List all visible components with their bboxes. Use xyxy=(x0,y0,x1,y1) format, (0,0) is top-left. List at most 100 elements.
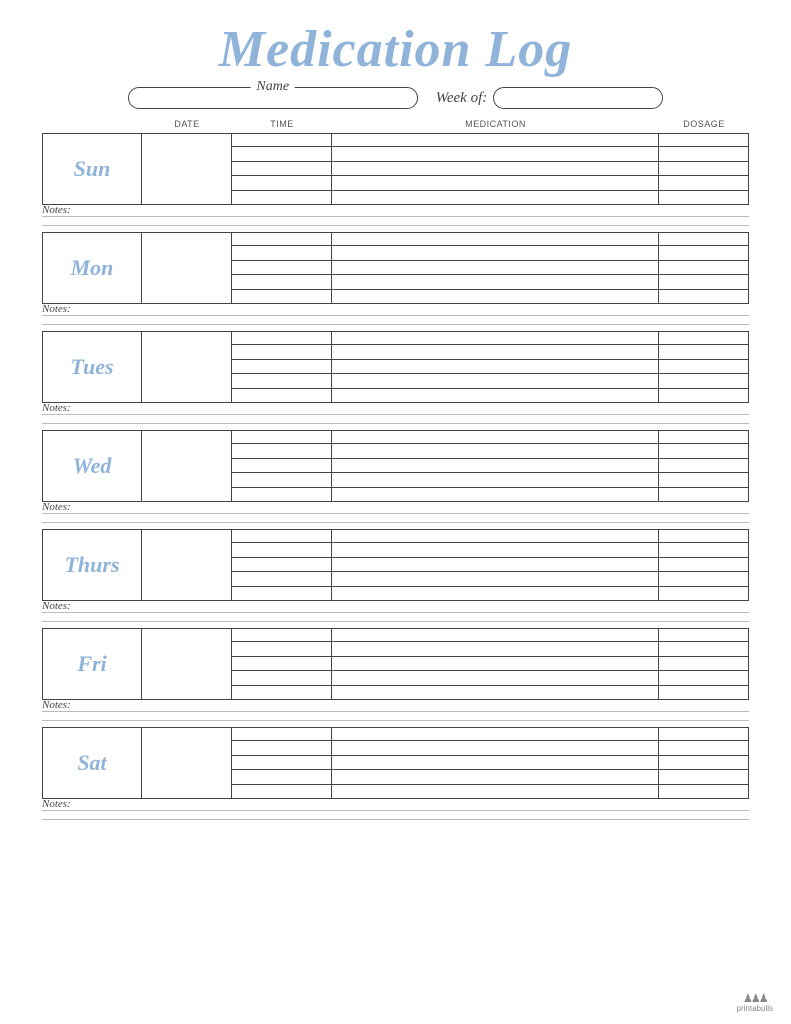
dosage-cell[interactable] xyxy=(659,191,749,205)
date-cell[interactable] xyxy=(142,529,232,601)
note-line[interactable] xyxy=(42,712,749,721)
time-cell[interactable] xyxy=(232,488,332,502)
dosage-cell[interactable] xyxy=(659,543,749,557)
medication-cell[interactable] xyxy=(332,671,659,685)
dosage-cell[interactable] xyxy=(659,147,749,161)
time-cell[interactable] xyxy=(232,444,332,458)
note-line[interactable]: Notes: xyxy=(42,802,749,811)
note-line[interactable]: Notes: xyxy=(42,406,749,415)
medication-cell[interactable] xyxy=(332,360,659,374)
medication-cell[interactable] xyxy=(332,374,659,388)
dosage-cell[interactable] xyxy=(659,133,749,147)
time-cell[interactable] xyxy=(232,147,332,161)
date-cell[interactable] xyxy=(142,133,232,205)
medication-cell[interactable] xyxy=(332,261,659,275)
note-line[interactable]: Notes: xyxy=(42,208,749,217)
dosage-cell[interactable] xyxy=(659,345,749,359)
dosage-cell[interactable] xyxy=(659,770,749,784)
medication-cell[interactable] xyxy=(332,657,659,671)
time-cell[interactable] xyxy=(232,275,332,289)
time-cell[interactable] xyxy=(232,176,332,190)
date-cell[interactable] xyxy=(142,628,232,700)
dosage-cell[interactable] xyxy=(659,331,749,345)
dosage-cell[interactable] xyxy=(659,686,749,700)
medication-cell[interactable] xyxy=(332,444,659,458)
medication-cell[interactable] xyxy=(332,770,659,784)
medication-cell[interactable] xyxy=(332,345,659,359)
time-cell[interactable] xyxy=(232,671,332,685)
medication-cell[interactable] xyxy=(332,587,659,601)
medication-cell[interactable] xyxy=(332,331,659,345)
medication-cell[interactable] xyxy=(332,529,659,543)
time-cell[interactable] xyxy=(232,587,332,601)
dosage-cell[interactable] xyxy=(659,459,749,473)
medication-cell[interactable] xyxy=(332,727,659,741)
medication-cell[interactable] xyxy=(332,232,659,246)
medication-cell[interactable] xyxy=(332,147,659,161)
medication-cell[interactable] xyxy=(332,473,659,487)
medication-cell[interactable] xyxy=(332,642,659,656)
dosage-cell[interactable] xyxy=(659,290,749,304)
time-cell[interactable] xyxy=(232,360,332,374)
time-cell[interactable] xyxy=(232,191,332,205)
dosage-cell[interactable] xyxy=(659,389,749,403)
time-cell[interactable] xyxy=(232,657,332,671)
time-cell[interactable] xyxy=(232,133,332,147)
time-cell[interactable] xyxy=(232,686,332,700)
medication-cell[interactable] xyxy=(332,785,659,799)
time-cell[interactable] xyxy=(232,756,332,770)
medication-cell[interactable] xyxy=(332,176,659,190)
medication-cell[interactable] xyxy=(332,741,659,755)
medication-cell[interactable] xyxy=(332,290,659,304)
medication-cell[interactable] xyxy=(332,133,659,147)
time-cell[interactable] xyxy=(232,459,332,473)
dosage-cell[interactable] xyxy=(659,572,749,586)
time-cell[interactable] xyxy=(232,770,332,784)
week-input-pill[interactable] xyxy=(493,87,663,109)
dosage-cell[interactable] xyxy=(659,628,749,642)
time-cell[interactable] xyxy=(232,389,332,403)
medication-cell[interactable] xyxy=(332,246,659,260)
time-cell[interactable] xyxy=(232,628,332,642)
time-cell[interactable] xyxy=(232,727,332,741)
note-line[interactable] xyxy=(42,217,749,226)
note-line[interactable] xyxy=(42,316,749,325)
dosage-cell[interactable] xyxy=(659,529,749,543)
medication-cell[interactable] xyxy=(332,756,659,770)
dosage-cell[interactable] xyxy=(659,642,749,656)
time-cell[interactable] xyxy=(232,232,332,246)
dosage-cell[interactable] xyxy=(659,756,749,770)
dosage-cell[interactable] xyxy=(659,360,749,374)
dosage-cell[interactable] xyxy=(659,444,749,458)
note-line[interactable]: Notes: xyxy=(42,604,749,613)
time-cell[interactable] xyxy=(232,162,332,176)
dosage-cell[interactable] xyxy=(659,232,749,246)
medication-cell[interactable] xyxy=(332,543,659,557)
time-cell[interactable] xyxy=(232,345,332,359)
medication-cell[interactable] xyxy=(332,162,659,176)
note-line[interactable] xyxy=(42,811,749,820)
dosage-cell[interactable] xyxy=(659,473,749,487)
time-cell[interactable] xyxy=(232,261,332,275)
note-line[interactable]: Notes: xyxy=(42,307,749,316)
medication-cell[interactable] xyxy=(332,430,659,444)
time-cell[interactable] xyxy=(232,374,332,388)
time-cell[interactable] xyxy=(232,246,332,260)
note-line[interactable] xyxy=(42,514,749,523)
date-cell[interactable] xyxy=(142,331,232,403)
time-cell[interactable] xyxy=(232,572,332,586)
time-cell[interactable] xyxy=(232,741,332,755)
dosage-cell[interactable] xyxy=(659,741,749,755)
time-cell[interactable] xyxy=(232,529,332,543)
medication-cell[interactable] xyxy=(332,686,659,700)
dosage-cell[interactable] xyxy=(659,727,749,741)
dosage-cell[interactable] xyxy=(659,785,749,799)
time-cell[interactable] xyxy=(232,331,332,345)
dosage-cell[interactable] xyxy=(659,176,749,190)
dosage-cell[interactable] xyxy=(659,261,749,275)
dosage-cell[interactable] xyxy=(659,162,749,176)
note-line[interactable]: Notes: xyxy=(42,505,749,514)
medication-cell[interactable] xyxy=(332,389,659,403)
time-cell[interactable] xyxy=(232,543,332,557)
time-cell[interactable] xyxy=(232,473,332,487)
